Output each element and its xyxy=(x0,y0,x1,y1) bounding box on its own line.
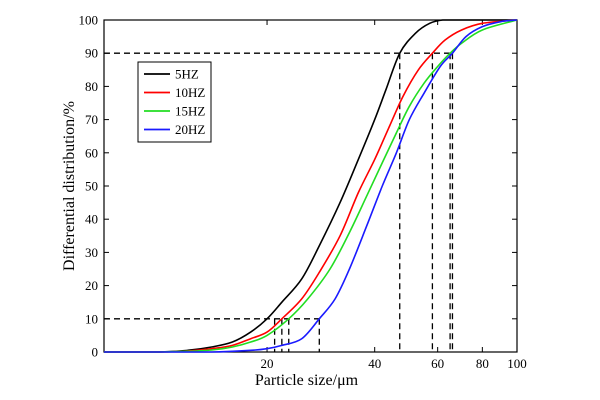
y-tick-label: 30 xyxy=(85,245,98,260)
series-line-20hz xyxy=(103,19,518,353)
legend-label-15hz: 15HZ xyxy=(175,104,205,119)
y-tick-label: 100 xyxy=(79,13,99,28)
legend-label-20hz: 20HZ xyxy=(175,122,205,137)
x-tick-label: 40 xyxy=(368,356,381,371)
y-tick-label: 70 xyxy=(85,112,98,127)
y-tick-label: 60 xyxy=(85,145,98,160)
x-tick-label: 60 xyxy=(431,356,444,371)
legend-label-5hz: 5HZ xyxy=(175,67,199,82)
y-tick-label: 10 xyxy=(85,311,98,326)
x-axis-title: Particle size/μm xyxy=(255,372,359,389)
y-tick-label: 80 xyxy=(85,79,98,94)
y-tick-label: 50 xyxy=(85,179,98,194)
legend-label-10hz: 10HZ xyxy=(175,85,205,100)
x-tick-label: 20 xyxy=(261,356,274,371)
y-tick-label: 40 xyxy=(85,212,98,227)
series-line-5hz xyxy=(103,19,517,353)
y-tick-label: 20 xyxy=(85,278,98,293)
x-tick-label: 80 xyxy=(476,356,489,371)
legend: 5HZ 10HZ 15HZ 20HZ xyxy=(137,61,212,143)
series-line-10hz xyxy=(103,19,518,353)
y-axis-title: Differential distribution/% xyxy=(61,101,78,271)
plot-area: 0 10 20 30 40 50 60 70 80 90 100 20 40 60 80 100 xyxy=(79,13,527,372)
x-tick-label: 100 xyxy=(507,356,527,371)
y-tick-label: 90 xyxy=(85,46,98,61)
series-line-15hz xyxy=(103,19,518,353)
y-tick-label: 0 xyxy=(92,345,99,360)
